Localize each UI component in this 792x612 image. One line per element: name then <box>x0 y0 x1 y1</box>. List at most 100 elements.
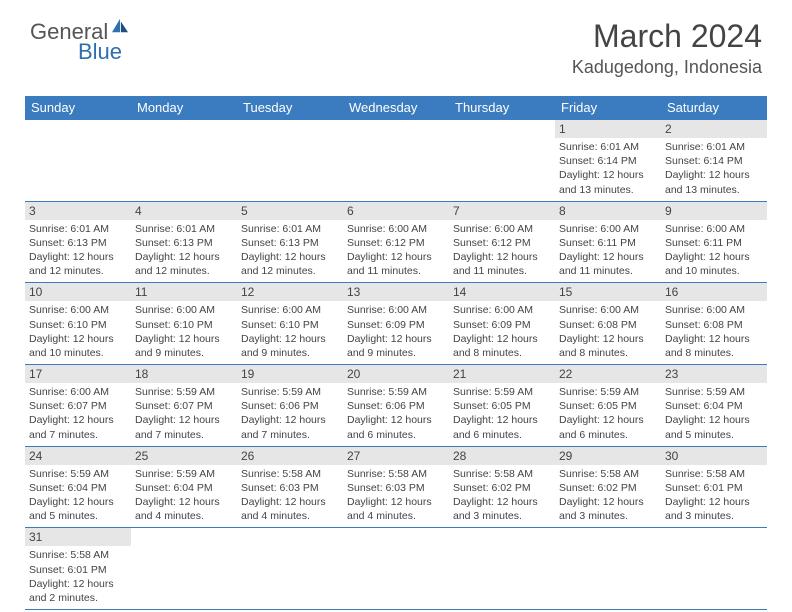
daylight-text-1: Daylight: 12 hours <box>665 250 763 264</box>
day-number: 1 <box>555 120 661 138</box>
daylight-text-2: and 8 minutes. <box>559 346 657 360</box>
day-content: Sunrise: 5:58 AMSunset: 6:01 PMDaylight:… <box>25 546 131 609</box>
sunrise-text: Sunrise: 6:00 AM <box>559 303 657 317</box>
day-content: Sunrise: 5:59 AMSunset: 6:05 PMDaylight:… <box>555 383 661 446</box>
calendar-cell: 14Sunrise: 6:00 AMSunset: 6:09 PMDayligh… <box>449 283 555 365</box>
calendar-cell: 8Sunrise: 6:00 AMSunset: 6:11 PMDaylight… <box>555 201 661 283</box>
day-number: 11 <box>131 283 237 301</box>
daylight-text-1: Daylight: 12 hours <box>559 495 657 509</box>
day-content: Sunrise: 5:58 AMSunset: 6:01 PMDaylight:… <box>661 465 767 528</box>
calendar-cell <box>661 528 767 610</box>
sail-icon <box>110 18 130 39</box>
day-content: Sunrise: 6:00 AMSunset: 6:10 PMDaylight:… <box>131 301 237 364</box>
sunset-text: Sunset: 6:05 PM <box>453 399 551 413</box>
daylight-text-1: Daylight: 12 hours <box>453 413 551 427</box>
calendar-row: 10Sunrise: 6:00 AMSunset: 6:10 PMDayligh… <box>25 283 767 365</box>
daylight-text-1: Daylight: 12 hours <box>29 332 127 346</box>
sunset-text: Sunset: 6:01 PM <box>665 481 763 495</box>
sunrise-text: Sunrise: 6:00 AM <box>453 303 551 317</box>
sunrise-text: Sunrise: 5:59 AM <box>347 385 445 399</box>
calendar-cell: 9Sunrise: 6:00 AMSunset: 6:11 PMDaylight… <box>661 201 767 283</box>
daylight-text-1: Daylight: 12 hours <box>29 413 127 427</box>
calendar-cell: 31Sunrise: 5:58 AMSunset: 6:01 PMDayligh… <box>25 528 131 610</box>
day-content: Sunrise: 6:00 AMSunset: 6:08 PMDaylight:… <box>555 301 661 364</box>
sunrise-text: Sunrise: 6:00 AM <box>665 303 763 317</box>
day-content: Sunrise: 5:58 AMSunset: 6:03 PMDaylight:… <box>237 465 343 528</box>
daylight-text-2: and 3 minutes. <box>665 509 763 523</box>
day-content: Sunrise: 5:59 AMSunset: 6:06 PMDaylight:… <box>237 383 343 446</box>
calendar-cell: 6Sunrise: 6:00 AMSunset: 6:12 PMDaylight… <box>343 201 449 283</box>
calendar-row: 31Sunrise: 5:58 AMSunset: 6:01 PMDayligh… <box>25 528 767 610</box>
calendar-cell <box>131 120 237 202</box>
calendar-cell: 23Sunrise: 5:59 AMSunset: 6:04 PMDayligh… <box>661 365 767 447</box>
calendar-cell: 28Sunrise: 5:58 AMSunset: 6:02 PMDayligh… <box>449 446 555 528</box>
sunrise-text: Sunrise: 6:00 AM <box>559 222 657 236</box>
sunrise-text: Sunrise: 6:00 AM <box>347 303 445 317</box>
day-number: 20 <box>343 365 449 383</box>
daylight-text-1: Daylight: 12 hours <box>29 495 127 509</box>
calendar-cell: 7Sunrise: 6:00 AMSunset: 6:12 PMDaylight… <box>449 201 555 283</box>
calendar-cell: 16Sunrise: 6:00 AMSunset: 6:08 PMDayligh… <box>661 283 767 365</box>
calendar-cell: 29Sunrise: 5:58 AMSunset: 6:02 PMDayligh… <box>555 446 661 528</box>
sunset-text: Sunset: 6:10 PM <box>135 318 233 332</box>
sunrise-text: Sunrise: 5:59 AM <box>29 467 127 481</box>
calendar-cell <box>449 528 555 610</box>
sunset-text: Sunset: 6:10 PM <box>29 318 127 332</box>
calendar-cell: 13Sunrise: 6:00 AMSunset: 6:09 PMDayligh… <box>343 283 449 365</box>
sunset-text: Sunset: 6:03 PM <box>241 481 339 495</box>
day-number: 26 <box>237 447 343 465</box>
page-title: March 2024 <box>572 18 762 55</box>
sunrise-text: Sunrise: 6:00 AM <box>241 303 339 317</box>
header: GeneralBlue March 2024 Kadugedong, Indon… <box>0 0 792 88</box>
calendar-cell: 30Sunrise: 5:58 AMSunset: 6:01 PMDayligh… <box>661 446 767 528</box>
dayname-header: Thursday <box>449 96 555 120</box>
sunrise-text: Sunrise: 5:59 AM <box>559 385 657 399</box>
sunrise-text: Sunrise: 6:00 AM <box>453 222 551 236</box>
daylight-text-1: Daylight: 12 hours <box>559 168 657 182</box>
calendar-cell <box>555 528 661 610</box>
daylight-text-1: Daylight: 12 hours <box>453 250 551 264</box>
daylight-text-2: and 13 minutes. <box>559 183 657 197</box>
calendar-cell: 4Sunrise: 6:01 AMSunset: 6:13 PMDaylight… <box>131 201 237 283</box>
daylight-text-2: and 6 minutes. <box>347 428 445 442</box>
sunset-text: Sunset: 6:05 PM <box>559 399 657 413</box>
day-number: 6 <box>343 202 449 220</box>
daylight-text-2: and 3 minutes. <box>559 509 657 523</box>
sunrise-text: Sunrise: 5:59 AM <box>135 385 233 399</box>
day-number: 7 <box>449 202 555 220</box>
daylight-text-1: Daylight: 12 hours <box>559 332 657 346</box>
calendar-cell <box>25 120 131 202</box>
daylight-text-2: and 13 minutes. <box>665 183 763 197</box>
sunset-text: Sunset: 6:13 PM <box>135 236 233 250</box>
day-number: 21 <box>449 365 555 383</box>
dayname-header: Monday <box>131 96 237 120</box>
daylight-text-2: and 11 minutes. <box>559 264 657 278</box>
dayname-header: Friday <box>555 96 661 120</box>
calendar-cell: 5Sunrise: 6:01 AMSunset: 6:13 PMDaylight… <box>237 201 343 283</box>
daylight-text-2: and 9 minutes. <box>241 346 339 360</box>
calendar-cell: 27Sunrise: 5:58 AMSunset: 6:03 PMDayligh… <box>343 446 449 528</box>
calendar-row: 24Sunrise: 5:59 AMSunset: 6:04 PMDayligh… <box>25 446 767 528</box>
daylight-text-1: Daylight: 12 hours <box>665 495 763 509</box>
day-number: 24 <box>25 447 131 465</box>
daylight-text-2: and 12 minutes. <box>241 264 339 278</box>
sunset-text: Sunset: 6:02 PM <box>453 481 551 495</box>
calendar-cell: 24Sunrise: 5:59 AMSunset: 6:04 PMDayligh… <box>25 446 131 528</box>
daylight-text-2: and 4 minutes. <box>241 509 339 523</box>
calendar-cell: 3Sunrise: 6:01 AMSunset: 6:13 PMDaylight… <box>25 201 131 283</box>
daylight-text-1: Daylight: 12 hours <box>559 250 657 264</box>
daylight-text-2: and 4 minutes. <box>347 509 445 523</box>
day-number: 30 <box>661 447 767 465</box>
sunrise-text: Sunrise: 6:00 AM <box>665 222 763 236</box>
calendar-cell: 11Sunrise: 6:00 AMSunset: 6:10 PMDayligh… <box>131 283 237 365</box>
sunset-text: Sunset: 6:13 PM <box>29 236 127 250</box>
daylight-text-2: and 9 minutes. <box>135 346 233 360</box>
day-number: 31 <box>25 528 131 546</box>
calendar-cell <box>131 528 237 610</box>
calendar-row: 17Sunrise: 6:00 AMSunset: 6:07 PMDayligh… <box>25 365 767 447</box>
sunrise-text: Sunrise: 5:58 AM <box>29 548 127 562</box>
calendar-cell: 20Sunrise: 5:59 AMSunset: 6:06 PMDayligh… <box>343 365 449 447</box>
calendar-cell: 15Sunrise: 6:00 AMSunset: 6:08 PMDayligh… <box>555 283 661 365</box>
day-content: Sunrise: 6:00 AMSunset: 6:09 PMDaylight:… <box>449 301 555 364</box>
sunset-text: Sunset: 6:09 PM <box>347 318 445 332</box>
